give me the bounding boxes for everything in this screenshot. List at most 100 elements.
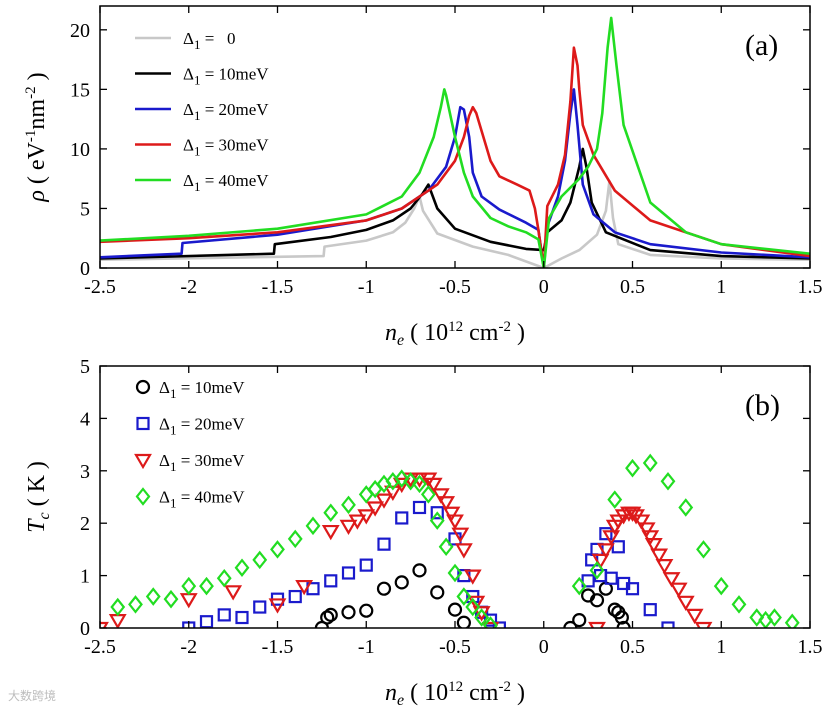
b-data-point-triangle-down: [637, 522, 656, 538]
b-data-point-diamond: [642, 453, 658, 473]
b-y-tick-label: 2: [80, 513, 90, 535]
a-series-line-0: [100, 179, 810, 268]
b-y-tick-label: 0: [80, 618, 90, 640]
b-data-point-diamond: [412, 474, 427, 494]
b-data-point-circle: [412, 563, 427, 578]
b-legend-label-1: Δ1 = 20meV: [159, 415, 245, 438]
b-data-point-triangle-down: [179, 593, 198, 609]
b-data-point-diamond: [465, 597, 481, 617]
b-data-point-triangle-down: [108, 614, 127, 628]
b-data-point-square: [199, 615, 214, 628]
b-data-point-square: [341, 566, 356, 580]
b-data-point-diamond: [394, 469, 410, 488]
b-data-point-triangle-down: [467, 595, 486, 611]
a-x-tick-label: -0.5: [439, 276, 471, 298]
b-data-point-diamond: [678, 498, 694, 517]
b-data-point-square: [253, 600, 267, 614]
b-y-tick-label: 5: [80, 356, 90, 378]
b-data-point-triangle-down: [454, 543, 473, 559]
panel-a-density-of-states: -2.5 -2 -1.5 -1 -0.5 0 0.5 1 1.5 0 5 10 15 20 (a) ρ (…: [23, 5, 823, 349]
b-data-point-diamond: [420, 485, 436, 504]
b-data-point-diamond: [660, 472, 676, 491]
panel-a-ticks: -2.5 -2 -1.5 -1 -0.5 0 0.5 1 1.5 0 5 10 15 20: [70, 6, 823, 298]
b-data-point-triangle-down: [321, 524, 340, 541]
b-data-point-diamond: [216, 568, 232, 588]
b-data-point-triangle-down: [655, 559, 674, 575]
a-x-tick-label: -1: [358, 276, 375, 298]
b-x-tick-label: -2: [180, 636, 197, 658]
b-data-point-triangle-down: [392, 477, 411, 494]
b-data-point-circle: [359, 603, 374, 618]
b-data-point-circle: [430, 585, 445, 600]
panel-a-series: [100, 16, 810, 268]
b-data-point-square: [643, 603, 657, 617]
a-series-line-1: [100, 147, 810, 260]
a-y-tick-label: 5: [80, 198, 90, 220]
b-data-point-triangle-down: [685, 608, 704, 625]
b-legend-marker-0: [135, 379, 151, 395]
b-data-point-square: [611, 540, 625, 554]
b-data-point-diamond: [784, 613, 800, 628]
a-x-tick-label: -1.5: [262, 276, 294, 298]
b-data-point-square: [492, 621, 506, 628]
b-data-point-diamond: [607, 490, 623, 509]
b-data-point-circle: [447, 602, 463, 617]
b-data-point-triangle-down: [609, 514, 628, 530]
b-data-point-diamond: [749, 608, 765, 627]
b-legend-label-3: Δ1 = 40meV: [159, 488, 245, 511]
b-data-point-square: [661, 621, 675, 628]
b-data-point-square: [604, 571, 618, 585]
b-data-point-square: [412, 500, 427, 515]
b-data-point-triangle-down: [224, 585, 243, 601]
panel-b-y-axis-title: Tc ( K ): [24, 461, 53, 533]
a-x-tick-label: 1.5: [798, 276, 823, 298]
b-data-point-circle: [323, 607, 338, 623]
b-data-point-diamond: [270, 540, 285, 559]
b-data-point-square: [625, 582, 640, 596]
b-x-tick-label: -1: [358, 636, 375, 658]
b-x-tick-label: -0.5: [439, 636, 471, 658]
a-y-tick-label: 0: [80, 258, 90, 280]
b-data-point-square: [359, 558, 373, 572]
b-x-tick-label: 0.5: [620, 636, 645, 658]
b-data-point-circle: [376, 581, 392, 596]
b-data-point-square: [599, 527, 613, 541]
b-data-point-triangle-down: [295, 579, 314, 596]
b-data-point-triangle-down: [268, 598, 287, 614]
b-data-point-triangle-down: [650, 548, 669, 564]
b-data-point-triangle-down: [644, 538, 663, 554]
b-data-point-triangle-down: [591, 553, 610, 570]
a-x-tick-label: 1: [716, 276, 726, 298]
panel-a-x-axis-title: ne ( 1012 cm-2 ): [385, 319, 525, 349]
b-data-point-triangle-down: [424, 477, 443, 494]
b-data-point-triangle-down: [375, 493, 393, 509]
b-data-point-triangle-down: [669, 582, 688, 598]
b-data-point-diamond: [571, 576, 587, 596]
b-data-point-triangle-down: [602, 530, 621, 546]
b-data-point-triangle-down: [442, 506, 461, 522]
b-x-tick-label: 1: [716, 636, 726, 658]
a-y-tick-label: 20: [70, 20, 90, 42]
b-data-point-triangle-down: [357, 509, 376, 525]
b-data-point-triangle-down: [662, 572, 681, 588]
b-data-point-diamond: [181, 576, 197, 596]
b-data-point-diamond: [252, 550, 268, 570]
b-legend-marker-2: [134, 453, 152, 470]
b-data-point-circle: [614, 610, 629, 625]
b-legend-label-2: Δ1 = 30meV: [159, 451, 245, 474]
b-x-tick-label: -1.5: [262, 636, 294, 658]
b-data-point-triangle-down: [481, 621, 500, 628]
a-y-tick-label: 10: [70, 139, 90, 161]
b-data-point-diamond: [163, 589, 179, 609]
b-data-point-circle: [394, 575, 409, 590]
a-legend-label-1: Δ1 = 10meV: [183, 65, 269, 88]
panel-a-legend: Δ1 = 0 Δ1 = 10meV Δ1 = 20meV Δ1 = 30meV Δ1 =…: [135, 29, 269, 194]
b-data-point-triangle-down: [451, 527, 470, 543]
b-data-point-diamond: [767, 608, 782, 627]
b-data-point-circle: [456, 615, 471, 628]
a-legend-label-0: Δ1 = 0: [183, 29, 236, 52]
panel-a-label: (a): [745, 29, 778, 62]
b-y-tick-label: 1: [80, 566, 90, 588]
b-data-point-diamond: [474, 608, 490, 627]
